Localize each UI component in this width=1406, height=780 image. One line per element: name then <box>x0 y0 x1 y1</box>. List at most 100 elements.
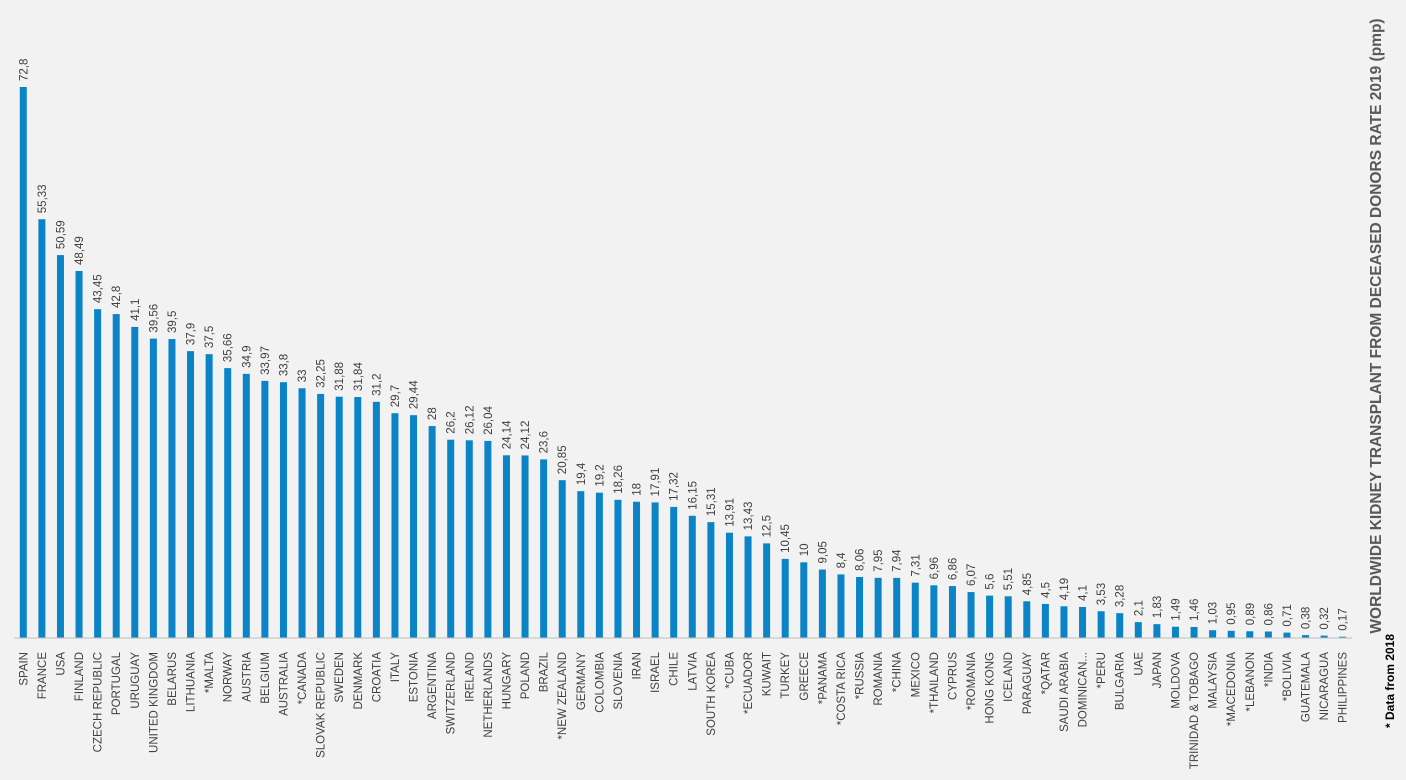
bar <box>1060 606 1068 638</box>
bar <box>577 491 585 638</box>
bar <box>224 368 232 638</box>
data-label: 7,31 <box>910 554 922 576</box>
data-label: 43,45 <box>93 274 105 303</box>
category-label: TRINIDAD & TOBAGO <box>1189 652 1201 769</box>
bar <box>1339 636 1347 638</box>
bar <box>447 439 455 638</box>
bar <box>633 501 641 638</box>
category-label: BULGARIA <box>1115 652 1127 710</box>
bar <box>670 506 678 638</box>
data-label: 5,51 <box>1003 568 1015 590</box>
data-label: 39,5 <box>167 311 179 333</box>
category-label: *BOLIVIA <box>1282 652 1294 702</box>
data-label: 31,88 <box>334 362 346 391</box>
category-label: BELGIUM <box>260 652 272 704</box>
category-label: *COSTA RICA <box>836 652 848 726</box>
category-label: IRAN <box>632 652 644 679</box>
bar <box>1283 632 1291 638</box>
category-label: URUGUAY <box>130 652 142 709</box>
bar <box>168 339 176 638</box>
chart-title: WORLDWIDE KIDNEY TRANSPLANT FROM DECEASE… <box>1368 18 1385 633</box>
bar <box>354 397 362 638</box>
category-label: POLAND <box>520 652 532 699</box>
bar <box>763 543 771 638</box>
category-label: SOUTH KOREA <box>706 652 718 736</box>
category-label: SPAIN <box>18 652 30 686</box>
bar <box>187 351 195 638</box>
category-label: CYPRUS <box>947 652 959 700</box>
bar <box>317 393 325 638</box>
data-labels-group: 72,8 55,33 50,59 48,49 43,45 42,8 41,1 39,56 39,… <box>18 59 1349 631</box>
data-label: 31,2 <box>371 373 383 395</box>
bar <box>911 582 919 638</box>
category-label: BELARUS <box>167 652 179 706</box>
data-label: 18 <box>632 483 644 496</box>
category-label: SAUDI ARABIA <box>1059 652 1071 732</box>
category-label: ESTONIA <box>409 652 421 703</box>
data-label: 24,12 <box>520 421 532 450</box>
category-label: FRANCE <box>37 652 49 700</box>
bar <box>502 455 510 638</box>
bar <box>1209 630 1217 638</box>
bar <box>75 270 83 638</box>
data-label: 34,9 <box>241 345 253 367</box>
bar <box>242 373 250 638</box>
category-label: *QATAR <box>1040 652 1052 694</box>
bar <box>1302 635 1310 638</box>
data-label: 5,6 <box>985 574 997 590</box>
bar <box>744 536 752 638</box>
bar <box>112 314 120 638</box>
category-label: AUSTRIA <box>241 652 253 702</box>
category-label: SLOVENIA <box>613 652 625 710</box>
category-label: *CHINA <box>892 652 904 693</box>
data-label: 17,32 <box>669 472 681 501</box>
category-label: UNITED KINGDOM <box>148 652 160 753</box>
category-label: GERMANY <box>576 652 588 710</box>
category-label: AUSTRALIA <box>278 652 290 716</box>
bar <box>1041 603 1049 638</box>
category-label: DENMARK <box>353 652 365 710</box>
bar <box>205 354 213 638</box>
bar <box>1153 624 1161 638</box>
data-label: 3,53 <box>1096 583 1108 605</box>
data-label: 0,95 <box>1226 602 1238 624</box>
category-label: SLOVAK REPUBLIC <box>316 652 328 758</box>
data-label: 48,49 <box>74 236 86 265</box>
data-label: 13,91 <box>724 498 736 527</box>
data-label: 28 <box>427 407 439 420</box>
bar <box>1190 626 1198 638</box>
category-label: HUNGARY <box>501 652 513 710</box>
data-label: 7,94 <box>892 549 904 572</box>
bar <box>1134 622 1142 638</box>
category-labels-group: SPAIN FRANCE USA FINLAND CZECH REPUBLIC PORTU… <box>18 651 1349 769</box>
data-label: 29,44 <box>409 380 421 409</box>
category-label: LATVIA <box>687 652 699 691</box>
bar <box>1097 611 1105 638</box>
bar <box>986 595 994 638</box>
category-label: ITALY <box>390 652 402 683</box>
data-label: 29,7 <box>390 385 402 407</box>
category-label: KUWAIT <box>762 652 774 696</box>
category-label: *RUSSIA <box>855 652 867 700</box>
bar <box>540 459 548 638</box>
category-label: *MALTA <box>204 652 216 693</box>
data-label: 6,86 <box>947 558 959 580</box>
category-label: NETHERLANDS <box>483 652 495 738</box>
bar <box>781 558 789 638</box>
bar <box>725 532 733 638</box>
category-label: *PANAMA <box>817 652 829 705</box>
bar <box>94 309 102 638</box>
data-label: 23,6 <box>539 431 551 453</box>
data-label: 10 <box>799 544 811 557</box>
bar <box>1116 613 1124 638</box>
data-label: 1,83 <box>1152 596 1164 618</box>
data-label: 0,38 <box>1301 607 1313 629</box>
data-label: 3,28 <box>1115 585 1127 607</box>
bar <box>688 515 696 638</box>
category-label: *PERU <box>1096 652 1108 688</box>
category-label: *CANADA <box>297 652 309 705</box>
category-label: *MACEDONIA <box>1226 652 1238 726</box>
data-label: 17,91 <box>650 468 662 497</box>
bar <box>372 401 380 638</box>
data-label: 0,71 <box>1282 604 1294 626</box>
